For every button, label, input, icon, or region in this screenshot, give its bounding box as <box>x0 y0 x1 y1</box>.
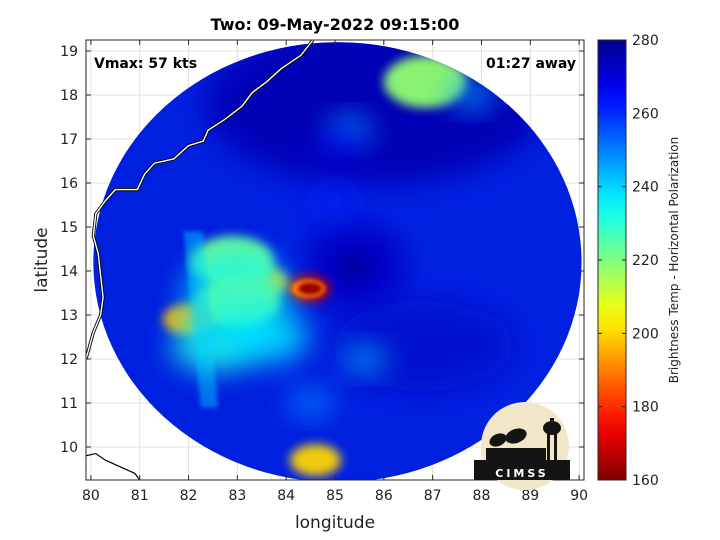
y-tick-label: 15 <box>60 220 78 236</box>
colorbar-tick-label: 200 <box>632 326 659 342</box>
x-axis-ticks: 80 81 82 83 84 85 86 87 88 89 90 <box>82 40 588 504</box>
logo-dish-right <box>505 428 527 444</box>
y-tick-label: 19 <box>60 44 78 60</box>
coastline-india <box>86 40 314 360</box>
x-tick-label: 82 <box>180 488 198 504</box>
colorbar-tick-label: 240 <box>632 180 659 196</box>
x-tick-label: 85 <box>326 488 344 504</box>
chart-title: Two: 09-May-2022 09:15:00 <box>211 15 460 34</box>
logo-ground <box>474 460 570 480</box>
colorbar-tick-label: 220 <box>632 253 659 269</box>
cimss-logo: CIMSS <box>474 402 570 490</box>
colorbar <box>597 39 627 481</box>
brightness-feature <box>383 55 467 108</box>
brightness-feature <box>337 248 382 277</box>
y-tick-label: 14 <box>60 264 78 280</box>
brightness-feature <box>317 133 363 162</box>
x-tick-label: 80 <box>82 488 100 504</box>
colorbar-tick-label: 160 <box>632 473 659 489</box>
y-tick-label: 10 <box>60 440 78 456</box>
logo-tower-leg <box>554 432 557 460</box>
x-tick-label: 84 <box>277 488 295 504</box>
y-tick-label: 13 <box>60 308 78 324</box>
logo-building <box>486 448 546 462</box>
scan-stripe <box>183 231 218 408</box>
y-tick-label: 18 <box>60 88 78 104</box>
brightness-feature <box>449 81 495 109</box>
x-tick-label: 86 <box>375 488 393 504</box>
logo-text: CIMSS <box>495 467 548 480</box>
x-tick-label: 87 <box>424 488 442 504</box>
y-tick-label: 17 <box>60 132 78 148</box>
brightness-feature <box>341 345 387 373</box>
y-axis-label: latitude <box>32 227 52 292</box>
coastline <box>86 40 315 480</box>
logo-dish-left <box>489 433 507 447</box>
colorbar-label: Brightness Temp - Horizontal Polarizatio… <box>667 137 681 384</box>
colorbar-tick-label: 280 <box>632 33 659 49</box>
x-tick-label: 89 <box>521 488 539 504</box>
y-tick-label: 11 <box>60 396 78 412</box>
y-axis-ticks: 10 11 12 13 14 15 16 17 18 19 <box>60 44 584 456</box>
x-axis-label: longitude <box>295 513 375 533</box>
logo-tower-leg <box>547 432 550 460</box>
x-tick-label: 83 <box>228 488 246 504</box>
x-tick-label: 88 <box>473 488 491 504</box>
x-tick-label: 81 <box>131 488 149 504</box>
convective-core <box>298 282 323 295</box>
y-tick-label: 16 <box>60 176 78 192</box>
logo-tank-top <box>550 418 554 424</box>
brightness-feature <box>312 186 358 215</box>
colorbar-tick-label: 180 <box>632 400 659 416</box>
brightness-feature <box>288 389 333 417</box>
colorbar-ticks: 160 180 200 220 240 260 280 <box>598 33 659 489</box>
brightness-feature <box>289 444 342 477</box>
vmax-annotation: Vmax: 57 kts <box>94 56 197 72</box>
coastline-sri-lanka <box>86 452 141 480</box>
time-away-annotation: 01:27 away <box>486 56 576 72</box>
logo-water-tank <box>543 421 561 435</box>
colorbar-tick-label: 260 <box>632 106 659 122</box>
y-tick-label: 12 <box>60 352 78 368</box>
x-tick-label: 90 <box>570 488 588 504</box>
